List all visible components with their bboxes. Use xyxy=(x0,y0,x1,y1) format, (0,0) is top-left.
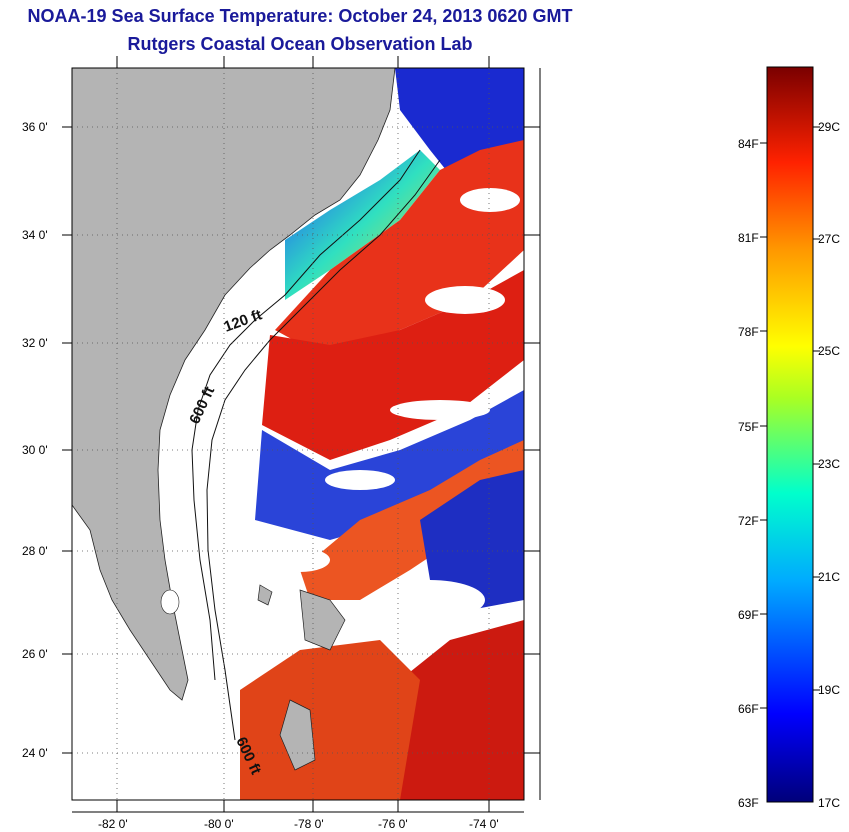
map-title: NOAA-19 Sea Surface Temperature: October… xyxy=(27,6,573,26)
map-subtitle: Rutgers Coastal Ocean Observation Lab xyxy=(127,34,473,54)
lon-label-74: -74 0' xyxy=(469,817,499,831)
cbar-f-66: 66F xyxy=(738,702,759,716)
cbar-f-75: 75F xyxy=(738,420,759,434)
bahamas-island xyxy=(257,584,273,606)
bahamas-island xyxy=(279,699,316,771)
cloud-gap xyxy=(375,580,485,620)
lat-label-24: 24 0' xyxy=(22,746,48,760)
contour-600ft xyxy=(206,159,441,741)
cbar-f-69: 69F xyxy=(738,608,759,622)
lake-okeechobee xyxy=(160,589,180,615)
lat-label-36: 36 0' xyxy=(22,120,48,134)
sst-swath-band xyxy=(300,440,524,600)
cbar-c-17: 17C xyxy=(818,796,840,810)
sst-swath-south-warm xyxy=(400,620,524,800)
sst-swath-south-cool xyxy=(420,470,524,610)
cbar-f-63: 63F xyxy=(738,796,759,810)
bahamas-island xyxy=(299,589,346,651)
graticule xyxy=(72,68,524,800)
sst-swath-mid xyxy=(255,390,524,540)
lat-label-30: 30 0' xyxy=(22,443,48,457)
cbar-c-21: 21C xyxy=(818,570,840,584)
cbar-c-23: 23C xyxy=(818,457,840,471)
cloud-gap xyxy=(390,400,490,420)
cbar-c-19: 19C xyxy=(818,683,840,697)
colorbar-ticks xyxy=(760,126,820,709)
cloud-gap xyxy=(425,286,505,314)
sst-swath-south-mixed xyxy=(240,640,420,800)
cbar-f-81: 81F xyxy=(738,231,759,245)
contour-120ft xyxy=(191,149,421,681)
cbar-c-25: 25C xyxy=(818,344,840,358)
cloud-gap xyxy=(270,548,330,572)
lat-label-34: 34 0' xyxy=(22,228,48,242)
sst-swath-coastal xyxy=(285,150,440,300)
cbar-f-78: 78F xyxy=(738,325,759,339)
cloud-gap xyxy=(325,470,395,490)
sst-swath-warm-north xyxy=(275,140,524,360)
lon-label-80: -80 0' xyxy=(204,817,234,831)
cbar-c-29: 29C xyxy=(818,120,840,134)
lat-label-26: 26 0' xyxy=(22,647,48,661)
sst-swath-gulfstream xyxy=(262,270,524,460)
lat-label-28: 28 0' xyxy=(22,544,48,558)
lon-label-78: -78 0' xyxy=(294,817,324,831)
colorbar xyxy=(766,66,814,803)
cbar-c-27: 27C xyxy=(818,232,840,246)
axis-ticks xyxy=(62,56,541,813)
lon-label-76: -76 0' xyxy=(378,817,408,831)
cloud-gap xyxy=(460,188,520,212)
lat-label-32: 32 0' xyxy=(22,336,48,350)
lon-label-82: -82 0' xyxy=(98,817,128,831)
cbar-f-72: 72F xyxy=(738,514,759,528)
map-frame xyxy=(71,67,525,801)
cbar-f-84: 84F xyxy=(738,137,759,151)
land-mainland xyxy=(72,68,396,701)
